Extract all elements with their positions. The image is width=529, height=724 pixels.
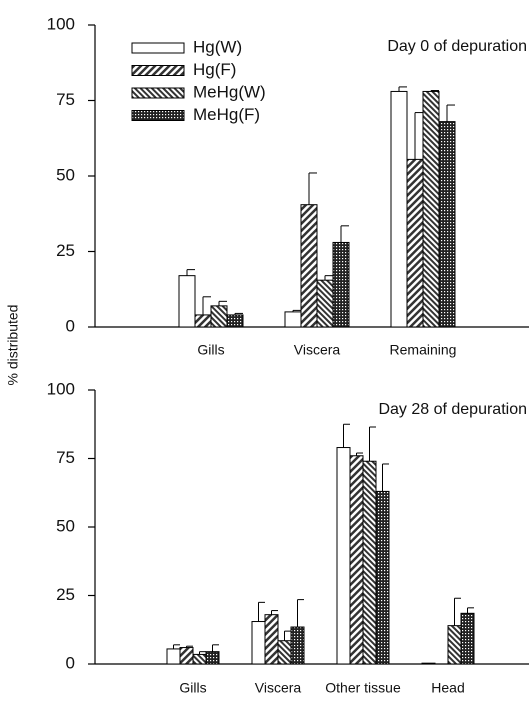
bar	[226, 314, 244, 328]
bar	[438, 121, 456, 328]
y-tick-label: 25	[56, 585, 75, 604]
legend-swatch	[131, 65, 185, 76]
y-axis-label: % distributed	[5, 305, 21, 386]
bar	[336, 447, 351, 665]
bar	[362, 460, 377, 665]
bar	[332, 241, 350, 328]
x-tick-label: Viscera	[294, 342, 341, 358]
bar	[166, 648, 181, 665]
y-tick-label: 100	[47, 379, 75, 398]
bar	[179, 647, 194, 665]
y-tick-label: 0	[66, 316, 75, 335]
bar	[447, 625, 462, 665]
x-tick-label: Other tissue	[325, 680, 401, 696]
bar	[349, 455, 364, 665]
legend-label: MeHg(F)	[193, 105, 260, 124]
legend-label: MeHg(W)	[193, 82, 266, 101]
bar	[277, 640, 292, 665]
y-tick-label: 75	[56, 90, 75, 109]
y-tick-label: 100	[47, 14, 75, 33]
bar	[290, 626, 305, 665]
bar	[390, 90, 408, 328]
bar	[194, 314, 212, 328]
bar	[178, 275, 196, 328]
x-tick-label: Remaining	[390, 342, 457, 358]
bar	[210, 305, 228, 328]
bar	[375, 490, 390, 665]
legend-label: Hg(W)	[193, 37, 242, 56]
y-tick-label: 50	[56, 165, 75, 184]
bar	[205, 651, 220, 665]
x-tick-label: Gills	[197, 342, 224, 358]
y-tick-label: 75	[56, 448, 75, 467]
x-tick-label: Gills	[179, 680, 206, 696]
x-tick-label: Head	[431, 680, 464, 696]
bar	[300, 204, 318, 328]
bar	[251, 621, 266, 665]
bar	[264, 614, 279, 665]
x-tick-label: Viscera	[255, 680, 302, 696]
bar	[406, 158, 424, 328]
bar	[460, 612, 475, 665]
legend-swatch	[131, 87, 185, 99]
y-tick-label: 50	[56, 516, 75, 535]
legend-swatch	[131, 110, 185, 121]
bar	[192, 653, 207, 665]
bar	[422, 90, 440, 328]
legend-swatch	[131, 42, 185, 54]
bar	[421, 662, 436, 665]
y-tick-label: 0	[66, 653, 75, 672]
bar	[284, 311, 302, 328]
bar	[316, 279, 334, 328]
legend-label: Hg(F)	[193, 60, 236, 79]
panel-title: Day 28 of depuration	[378, 401, 527, 418]
panel-title: Day 0 of depuration	[387, 38, 527, 55]
y-tick-label: 25	[56, 241, 75, 260]
